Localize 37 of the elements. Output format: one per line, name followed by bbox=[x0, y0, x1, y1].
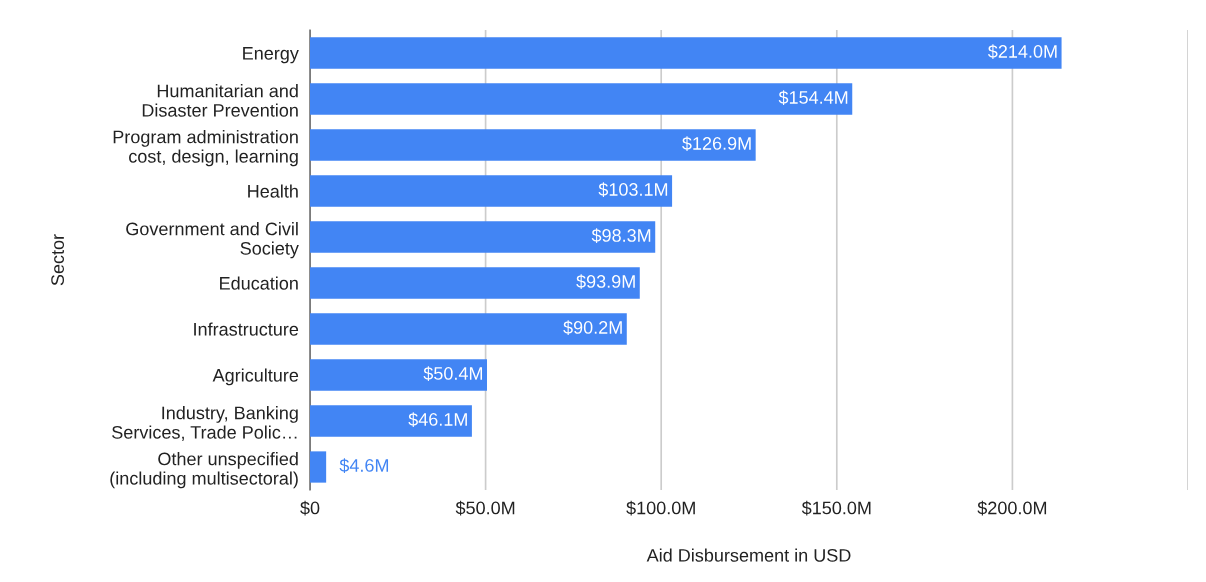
bar bbox=[310, 451, 327, 483]
x-tick-label: $0 bbox=[300, 500, 320, 516]
data-label: $50.4M bbox=[423, 366, 483, 381]
data-label: $103.1M bbox=[598, 182, 668, 197]
bar bbox=[310, 129, 756, 161]
data-label: $154.4M bbox=[778, 90, 848, 105]
y-tick-label: Government and Civil Society bbox=[126, 222, 299, 259]
bar bbox=[310, 313, 627, 345]
y-tick-label: Energy bbox=[243, 47, 299, 64]
bar bbox=[310, 83, 853, 115]
bar bbox=[310, 405, 472, 437]
y-tick-label: Health bbox=[248, 184, 298, 198]
data-label: $214.0M bbox=[987, 44, 1057, 59]
x-tick-label: $200.0M bbox=[977, 500, 1047, 516]
x-tick-label: $150.0M bbox=[801, 500, 871, 516]
y-tick-label: Industry, Banking Services, Trade Polic… bbox=[112, 406, 298, 441]
x-axis-title: Aid Disbursement in USD bbox=[646, 548, 851, 562]
y-tick-label: Program administration cost, design, learning bbox=[113, 130, 298, 167]
bar bbox=[310, 359, 487, 391]
x-tick-label: $50.0M bbox=[455, 500, 515, 516]
data-label: $93.9M bbox=[576, 274, 635, 289]
bar bbox=[310, 37, 1062, 69]
bar bbox=[310, 221, 656, 253]
y-tick-label: Agriculture bbox=[212, 368, 299, 386]
bar bbox=[310, 175, 673, 207]
y-axis-title: Sector bbox=[51, 234, 65, 286]
data-label: $46.1M bbox=[408, 412, 467, 427]
bar bbox=[310, 267, 640, 299]
data-label: $4.6M bbox=[339, 458, 389, 473]
x-tick-label: $100.0M bbox=[626, 500, 695, 516]
y-tick-label: Education bbox=[220, 276, 298, 290]
y-tick-label: Humanitarian and Disaster Prevention bbox=[142, 84, 298, 117]
data-label: $90.2M bbox=[563, 320, 622, 335]
data-label: $126.9M bbox=[682, 136, 751, 151]
y-tick-label: Other unspecified (including multisectoral) bbox=[110, 452, 298, 489]
y-tick-label: Infrastructure bbox=[194, 322, 299, 336]
data-label: $98.3M bbox=[591, 228, 651, 243]
